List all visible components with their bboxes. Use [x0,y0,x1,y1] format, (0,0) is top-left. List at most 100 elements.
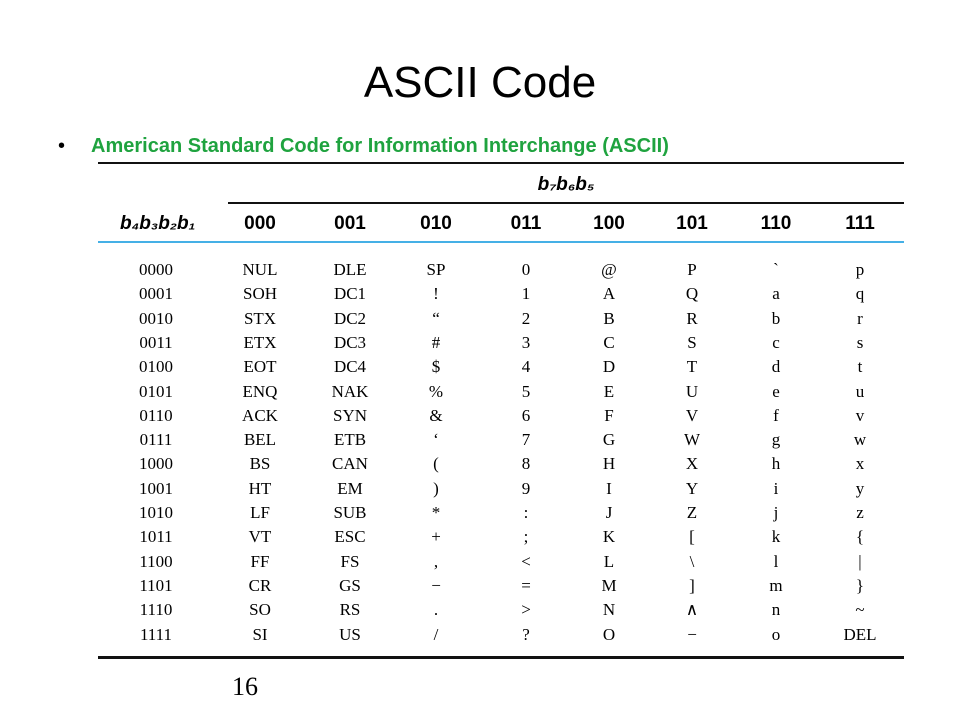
table-cell: x [855,454,865,474]
column-header-100: 100 [593,213,625,234]
table-cell: i [773,478,779,498]
table-cell: U [685,381,699,401]
table-cell: = [521,575,531,595]
column-header-011: 011 [510,213,542,234]
row-code-0001: 0001 [139,284,173,304]
table-cell: ESC [334,527,366,547]
column-group-header: b₇b₆b₅ [537,174,595,195]
table-cell: d [771,357,781,377]
column-header-101: 101 [676,213,708,234]
column-header-001: 001 [334,213,366,234]
table-cell: L [603,551,615,571]
table-cell: NUL [242,260,278,279]
table-cell: % [428,381,444,401]
table-cell: y [855,478,865,498]
table-cell: DLE [333,260,367,279]
bullet-item: • American Standard Code for Information … [58,135,669,158]
table-cell: M [601,575,617,595]
table-cell: $ [431,357,441,377]
row-code-1000: 1000 [139,454,173,474]
table-cell: DC1 [333,284,367,304]
table-cell: J [605,503,613,522]
table-cell: c [772,332,780,352]
table-bottom-rule [98,656,904,659]
table-cell: | [858,551,862,571]
table-cell: − [431,575,441,595]
table-cell: 2 [521,308,531,328]
table-cell: t [857,357,863,377]
table-cell: k [771,527,781,547]
page-number: 16 [232,672,258,701]
table-cell: & [429,405,443,425]
table-cell: D [602,357,616,377]
table-cell: US [339,624,361,644]
table-cell: ! [433,284,439,304]
table-cell: ; [523,527,529,547]
row-code-1100: 1100 [139,551,173,571]
table-cell: DC4 [333,357,367,377]
table-cell: G [602,430,616,450]
table-cell: BS [249,454,271,474]
row-code-1101: 1101 [139,575,173,595]
table-cell: − [687,624,697,644]
table-cell: 4 [521,357,531,377]
table-cell: a [772,284,780,304]
table-cell: < [521,551,531,571]
table-cell: f [773,405,779,425]
table-cell: I [606,478,612,498]
table-cell: SI [252,624,268,644]
table-cell: GS [339,575,361,595]
table-cell: n [771,600,781,620]
row-code-1010: 1010 [139,503,173,522]
table-cell: 7 [521,430,531,450]
table-cell: F [604,405,614,425]
table-cell: 3 [521,332,531,352]
table-cell: 8 [521,454,531,474]
table-cell: A [602,284,616,304]
table-cell: ‘ [433,430,439,450]
bullet-dot-icon: • [58,135,66,157]
table-cell: l [773,551,779,571]
table-cell: @ [601,260,617,279]
table-cell: ) [433,478,439,498]
table-cell: 6 [521,405,531,425]
table-cell: HT [248,478,272,498]
table-cell: DC3 [333,332,367,352]
table-cell: ~ [855,600,865,620]
table-cell: P [687,260,697,279]
row-code-0111: 0111 [139,430,173,450]
table-cell: ETB [333,430,367,450]
column-header-110: 110 [760,213,792,234]
table-cell: , [433,551,439,571]
table-cell: [ [689,527,695,547]
table-cell: / [433,624,439,644]
table-cell: E [603,381,615,401]
table-cell: ETX [243,332,277,352]
table-cell: SOH [242,284,277,304]
table-cell: ENQ [242,381,278,401]
table-cell: DEL [843,624,877,644]
table-header-rule [98,241,904,243]
row-code-1001: 1001 [139,478,173,498]
table-cell: SUB [333,503,367,522]
row-code-0010: 0010 [139,308,173,328]
table-cell: 9 [521,478,531,498]
table-cell: # [431,332,441,352]
table-cell: m [769,575,783,595]
table-cell: : [523,503,529,522]
table-cell: 5 [521,381,531,401]
table-cell: R [686,308,698,328]
table-cell: 1 [521,284,531,304]
bullet-text: American Standard Code for Information I… [91,135,669,157]
row-code-1110: 1110 [139,600,173,620]
table-cell: > [521,600,531,620]
table-cell: ( [433,454,439,474]
table-cell: LF [250,503,270,522]
table-cell: ] [689,575,695,595]
table-cell: FF [250,551,270,571]
table-cell: o [771,624,781,644]
table-cell: p [855,260,865,279]
row-code-1111: 1111 [139,624,173,644]
table-cell: NAK [331,381,369,401]
table-cell: FS [340,551,360,571]
